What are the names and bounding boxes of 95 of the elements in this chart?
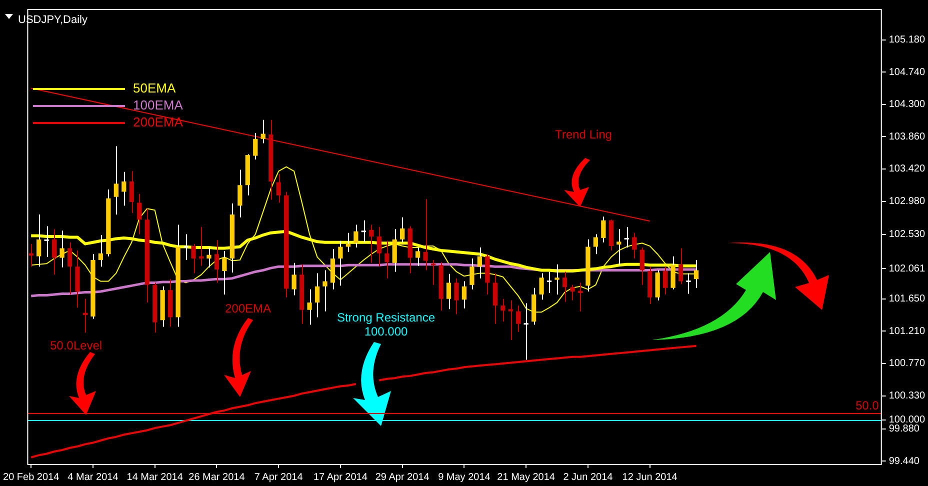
x-tick-label: 12 Jun 2014 <box>622 472 678 483</box>
x-tick-label: 26 Mar 2014 <box>188 472 246 483</box>
text: 200EMA <box>133 114 184 130</box>
x-tick-label: 29 Apr 2014 <box>375 472 430 483</box>
candlestick <box>260 119 266 144</box>
candlestick <box>253 132 258 160</box>
y-tick-label: 102.061 <box>888 263 926 274</box>
candlestick <box>454 278 459 315</box>
candlestick <box>183 234 188 260</box>
candlestick <box>114 146 118 215</box>
y-tick-label: 103.420 <box>888 164 926 175</box>
annotation: 50.0 <box>855 398 880 413</box>
y-tick-label: 102.980 <box>888 196 926 208</box>
candlestick <box>44 226 49 258</box>
candlestick <box>678 248 684 285</box>
candlestick <box>392 228 397 272</box>
candlestick <box>662 266 668 295</box>
candlestick <box>462 280 467 309</box>
candlestick <box>314 272 320 318</box>
text: 100EMA <box>133 98 184 113</box>
candlestick <box>616 228 622 266</box>
candlestick <box>524 302 528 360</box>
y-tick-label: 103.860 <box>888 131 926 142</box>
candlestick <box>292 262 296 296</box>
candlestick <box>632 232 637 260</box>
candlestick <box>214 240 220 284</box>
candlestick <box>129 170 134 214</box>
candlestick <box>338 240 343 286</box>
candlestick <box>601 216 606 243</box>
candlestick <box>354 224 358 248</box>
y-tick-label: 104.300 <box>888 99 926 110</box>
candlestick <box>60 230 64 268</box>
x-tick-label: 4 Mar 2014 <box>68 472 119 483</box>
candlestick <box>307 288 312 326</box>
y-tick-label: 100.000 <box>888 414 926 426</box>
y-tick-label: 99.440 <box>888 456 920 467</box>
x-tick-label: 2 Jun 2014 <box>563 472 614 483</box>
y-tick-label: 100.330 <box>888 390 926 402</box>
annotation: Trend Ling <box>555 127 612 142</box>
candlestick <box>191 243 196 274</box>
candlestick <box>122 171 126 206</box>
y-tick-label: 99.880 <box>888 424 920 435</box>
x-tick-label: 7 Apr 2014 <box>254 472 304 483</box>
candlestick <box>276 174 281 204</box>
candlestick <box>686 272 691 294</box>
y-tick-label: 102.530 <box>888 229 926 240</box>
x-tick-label: 17 Apr 2014 <box>313 472 368 483</box>
candlestick <box>640 247 644 286</box>
candlestick <box>400 216 405 243</box>
candlestick <box>361 220 366 243</box>
candlestick <box>415 247 420 266</box>
y-tick-label: 101.650 <box>888 294 926 305</box>
candlestick <box>492 272 498 324</box>
candlestick <box>423 198 428 271</box>
y-tick-label: 100.770 <box>888 358 926 370</box>
candlestick <box>67 242 72 295</box>
candlestick <box>446 273 452 310</box>
candlestick <box>508 300 513 340</box>
x-tick-label: 21 May 2014 <box>497 472 556 483</box>
candlestick <box>222 250 227 295</box>
candlestick <box>670 256 676 290</box>
candlestick <box>52 228 57 276</box>
candlestick <box>98 234 104 268</box>
candlestick <box>238 169 242 218</box>
candlestick <box>593 234 598 255</box>
text: 50EMA <box>133 80 176 96</box>
annotation: Strong Resistance 100.000 <box>336 310 436 338</box>
candlestick <box>384 240 390 279</box>
candlestick <box>430 259 436 286</box>
y-tick-label: 104.740 <box>888 66 926 78</box>
candlestick <box>562 271 568 302</box>
candlestick <box>570 284 575 301</box>
x-tick-label: 20 Feb 2014 <box>3 472 60 483</box>
candlestick <box>500 298 506 322</box>
candlestick <box>346 232 351 252</box>
annotation: 200EMA <box>225 301 272 316</box>
candlestick <box>546 271 552 294</box>
x-tick-label: 9 May 2014 <box>438 472 491 483</box>
candlestick <box>470 258 474 290</box>
candlestick <box>477 247 482 279</box>
candlestick <box>322 270 328 312</box>
candlestick <box>624 226 629 248</box>
candlestick <box>36 214 42 268</box>
candlestick <box>369 224 374 264</box>
y-tick-label: 105.180 <box>888 34 926 46</box>
candlestick <box>516 304 521 332</box>
y-tick-label: 101.210 <box>888 326 926 337</box>
x-tick-label: 14 Mar 2014 <box>126 472 184 483</box>
candlestick <box>554 264 560 295</box>
candlestick <box>137 193 142 235</box>
candlestick <box>694 259 699 288</box>
candlestick <box>539 272 544 300</box>
annotation: 50.0Level <box>50 338 102 352</box>
candlestick <box>206 247 212 268</box>
candlestick <box>376 226 382 268</box>
